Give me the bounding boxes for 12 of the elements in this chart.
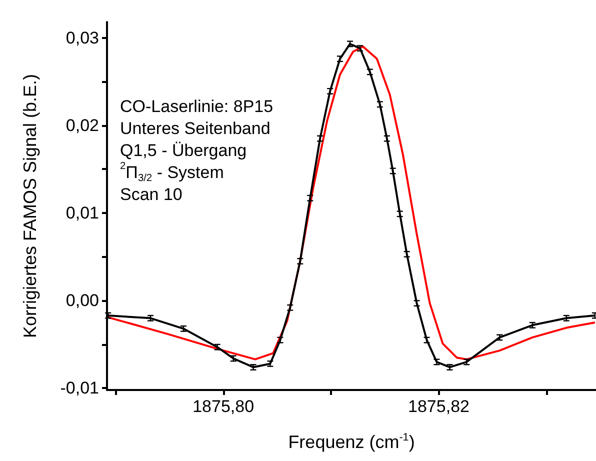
annotation: CO-Laserlinie: 8P15 (120, 97, 274, 116)
y-tick-label: 0,00 (66, 291, 99, 310)
y-tick-label: 0,01 (66, 204, 99, 223)
y-axis-title: Korrigiertes FAMOS Signal (b.E.) (20, 74, 40, 338)
y-tick-label: 0,03 (66, 28, 99, 48)
annotation: Unteres Seitenband (120, 119, 270, 138)
x-tick-label: 1875,82 (408, 397, 470, 416)
x-tick-label: 1875,80 (192, 397, 254, 416)
y-tick-label: -0,01 (60, 378, 99, 398)
annotation: Scan 10 (120, 185, 182, 204)
y-tick-label: 0,02 (66, 116, 99, 135)
annotation: Q1,5 - Übergang (120, 141, 247, 160)
